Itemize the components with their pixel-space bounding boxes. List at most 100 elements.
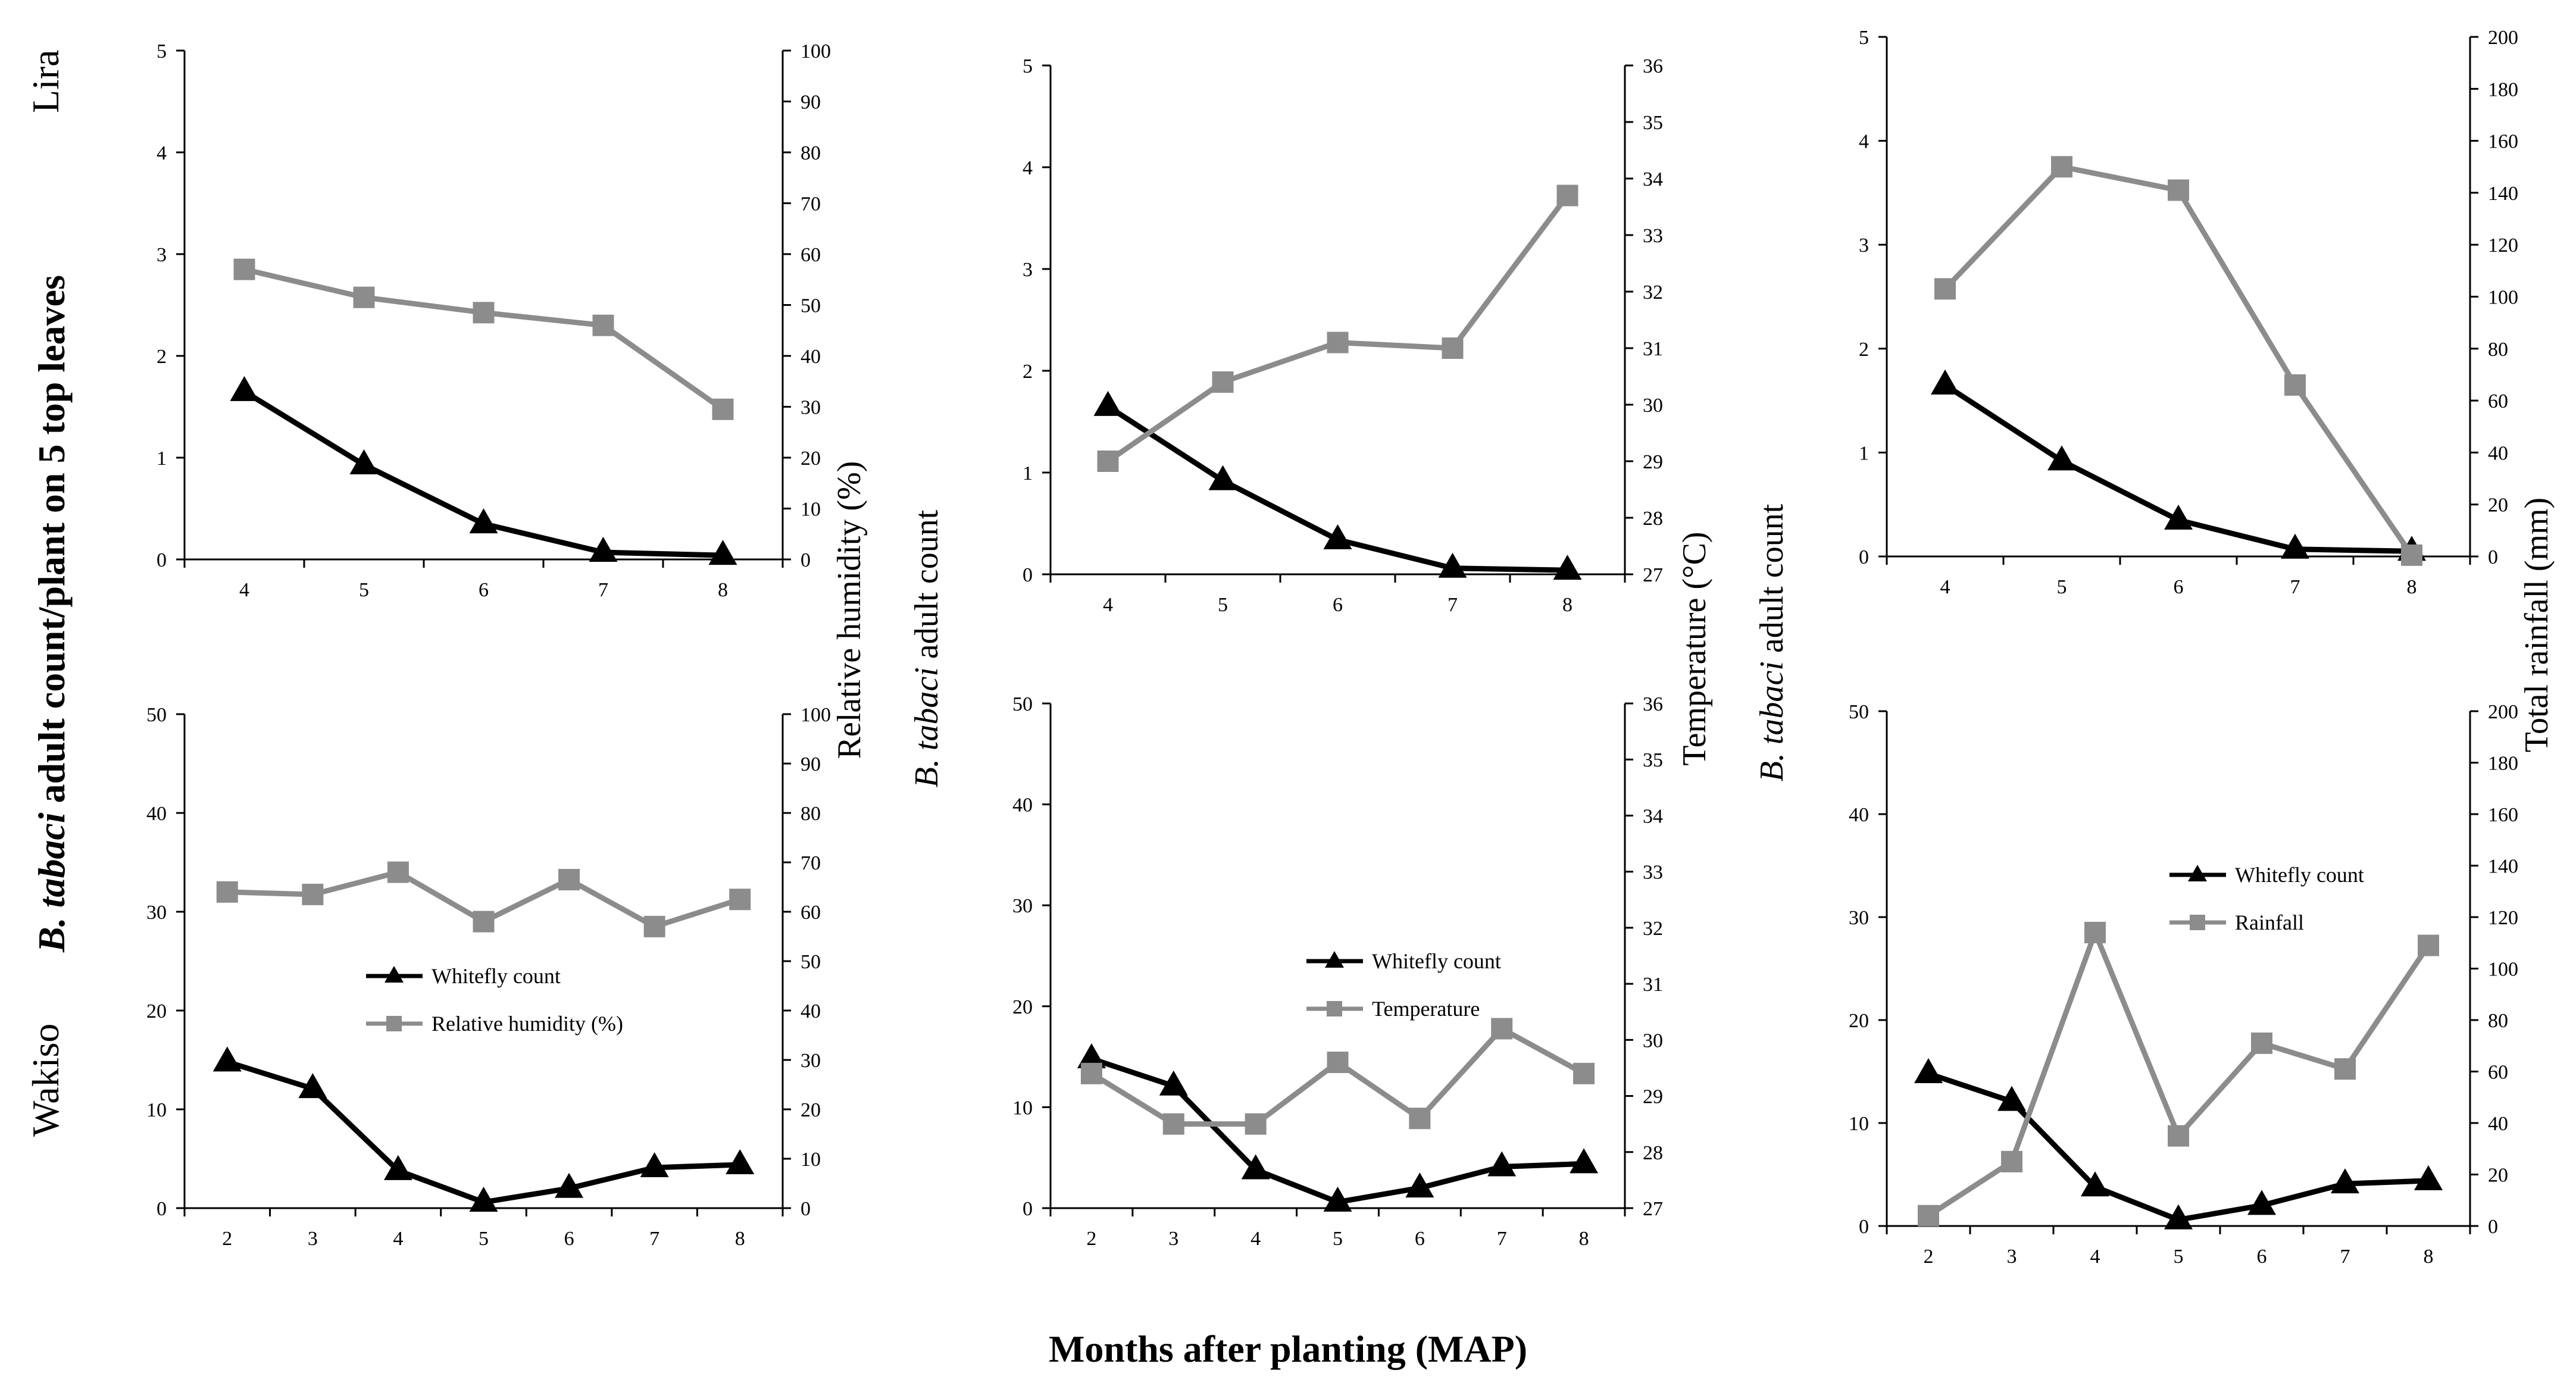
x-tick-label: 4 xyxy=(1103,594,1113,616)
whitefly-point xyxy=(640,1152,669,1177)
left-y-tick-label: 40 xyxy=(146,803,167,825)
right-y-tick-label: 70 xyxy=(801,193,821,215)
right-y-tick-label: 200 xyxy=(2488,27,2518,49)
row-label-lira: Lira xyxy=(24,49,67,113)
right-y-tick-label: 40 xyxy=(2488,1113,2508,1135)
left-y-tick-label: 5 xyxy=(1859,27,1869,49)
environment-point xyxy=(1918,1205,1939,1227)
whitefly-point xyxy=(298,1073,327,1099)
left-y-tick-label: 3 xyxy=(157,244,167,266)
left-y-tick-label: 4 xyxy=(157,142,167,164)
left-y-tick-label: 5 xyxy=(157,40,167,62)
environment-point xyxy=(1491,1018,1513,1040)
x-tick-label: 8 xyxy=(2407,576,2417,598)
y-axis-title-rest: adult count xyxy=(908,509,945,667)
right-y-tick-label: 0 xyxy=(801,1198,811,1220)
right-y-tick-label: 35 xyxy=(1643,112,1663,134)
environment-point xyxy=(643,915,665,937)
whitefly-point xyxy=(1405,1172,1434,1198)
right-y-tick-label: 180 xyxy=(2488,79,2518,101)
right-y-tick-label: 50 xyxy=(801,951,821,973)
environment-point xyxy=(558,869,580,891)
y-axis-title-species: B. tabaci xyxy=(1753,661,1790,781)
left-y-tick-label: 50 xyxy=(1012,693,1033,715)
environment-point xyxy=(1080,1062,1102,1084)
right-y-tick-label: 34 xyxy=(1643,168,1663,190)
environment-point xyxy=(2418,934,2439,956)
left-y-tick-label: 3 xyxy=(1859,234,1869,257)
right-y-tick-label: 140 xyxy=(2488,856,2518,878)
right-y-tick-label: 10 xyxy=(801,499,821,521)
environment-point xyxy=(729,889,751,911)
legend: Whitefly count Rainfall xyxy=(2169,863,2364,934)
x-tick-label: 8 xyxy=(2424,1246,2434,1268)
x-tick-label: 6 xyxy=(479,579,489,601)
right-y-tick-label: 200 xyxy=(2488,701,2518,723)
right-y-tick-label: 60 xyxy=(801,902,821,924)
left-y-tick-label: 30 xyxy=(146,902,167,924)
global-y-axis-label: B. tabaci adult count/plant on 5 top lea… xyxy=(30,275,74,952)
right-y-tick-label: 30 xyxy=(801,1050,821,1072)
whitefly-point xyxy=(1093,390,1123,416)
whitefly-point xyxy=(2164,504,2193,530)
x-tick-label: 7 xyxy=(2340,1246,2350,1268)
right-y-tick-label: 30 xyxy=(1643,395,1663,417)
global-x-axis-label: Months after planting (MAP) xyxy=(1048,1328,1528,1370)
environment-point xyxy=(302,883,324,905)
right-y-tick-label: 60 xyxy=(801,244,821,266)
left-y-tick-label: 5 xyxy=(1023,55,1033,77)
environment-point xyxy=(2284,374,2306,396)
whitefly-point xyxy=(1997,1086,2026,1111)
left-y-tick-label: 10 xyxy=(1012,1097,1033,1119)
whitefly-point xyxy=(1570,1148,1599,1174)
right-y-tick-label: 32 xyxy=(1643,918,1663,940)
right-y-tick-label: 33 xyxy=(1643,862,1663,884)
environment-point xyxy=(1212,371,1234,393)
whitefly-point xyxy=(1323,524,1352,549)
whitefly-point xyxy=(589,537,618,562)
legend-square-icon xyxy=(386,1016,402,1031)
x-tick-label: 3 xyxy=(2007,1246,2017,1268)
whitefly-point xyxy=(1487,1151,1517,1177)
left-y-tick-label: 2 xyxy=(1859,339,1869,361)
right-y-tick-label: 40 xyxy=(2488,442,2508,464)
whitefly-point xyxy=(555,1172,584,1198)
right-y-tick-label: 31 xyxy=(1643,338,1663,360)
x-tick-label: 3 xyxy=(1168,1228,1178,1250)
right-y-tick-label: 27 xyxy=(1643,564,1663,586)
right-y-tick-label: 60 xyxy=(2488,1062,2508,1084)
environment-point xyxy=(1162,1113,1184,1135)
left-y-tick-label: 0 xyxy=(1023,1198,1033,1220)
x-tick-label: 5 xyxy=(1333,1228,1343,1250)
x-tick-label: 7 xyxy=(1448,594,1458,616)
right-y-tick-label: 0 xyxy=(801,549,811,571)
right-y-tick-label: 100 xyxy=(801,40,831,62)
right-y-tick-label: 31 xyxy=(1643,974,1663,996)
x-tick-label: 4 xyxy=(1251,1228,1261,1250)
right-y-axis-title: Total rainfall (mm) xyxy=(2518,498,2555,752)
right-y-tick-label: 29 xyxy=(1643,451,1663,473)
environment-point xyxy=(353,286,375,308)
right-y-tick-label: 120 xyxy=(2488,907,2518,929)
environment-point xyxy=(1934,278,1956,300)
whitefly-point xyxy=(2164,1204,2193,1230)
x-tick-label: 6 xyxy=(2174,576,2184,598)
environment-point xyxy=(1327,331,1349,354)
environment-point xyxy=(1097,451,1119,472)
x-tick-label: 7 xyxy=(649,1228,659,1250)
left-y-tick-label: 2 xyxy=(1023,361,1033,383)
global-y-axis-label-rest: adult count/plant on 5 top leaves xyxy=(30,275,73,813)
whitefly-point xyxy=(1553,555,1582,580)
left-y-tick-label: 0 xyxy=(1859,546,1869,568)
x-tick-label: 8 xyxy=(1579,1228,1589,1250)
row-label-wakiso: Wakiso xyxy=(24,1023,67,1137)
whitefly-point xyxy=(1914,1058,1943,1083)
left-y-tick-label: 3 xyxy=(1023,259,1033,281)
right-y-tick-label: 33 xyxy=(1643,225,1663,247)
whitefly-point xyxy=(1208,465,1237,490)
global-y-axis-label-species: B. tabaci xyxy=(30,812,73,952)
legend-label: Temperature xyxy=(1372,997,1480,1021)
left-y-tick-label: 4 xyxy=(1023,157,1033,179)
x-tick-label: 8 xyxy=(1562,594,1573,616)
